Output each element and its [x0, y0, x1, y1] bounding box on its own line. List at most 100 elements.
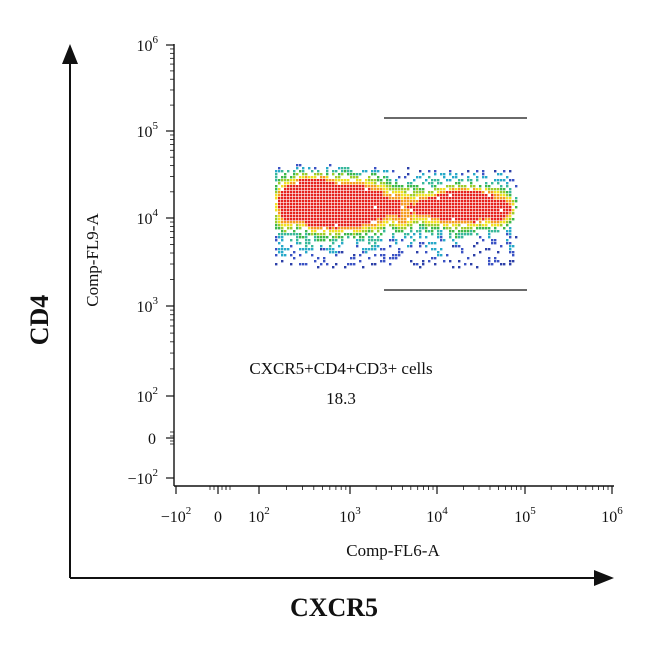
event-dot [332, 191, 335, 194]
event-dot [443, 215, 446, 218]
event-dot [452, 194, 455, 197]
event-dot [338, 233, 341, 236]
event-dot [449, 215, 452, 218]
event-dot [506, 233, 509, 236]
event-dot [356, 239, 359, 242]
event-dot [371, 239, 374, 242]
event-dot [395, 215, 398, 218]
event-dot [278, 251, 281, 254]
event-dot [464, 212, 467, 215]
event-dot [332, 179, 335, 182]
event-dot [467, 176, 470, 179]
event-dot [329, 191, 332, 194]
event-dot [356, 176, 359, 179]
event-dot [314, 185, 317, 188]
event-dot [341, 227, 344, 230]
event-dot [509, 245, 512, 248]
event-dot [344, 194, 347, 197]
event-dot [275, 263, 278, 266]
event-dot [443, 200, 446, 203]
event-dot [449, 185, 452, 188]
event-dot [326, 191, 329, 194]
event-dot [449, 209, 452, 212]
event-dot [338, 173, 341, 176]
event-dot [389, 245, 392, 248]
event-dot [344, 218, 347, 221]
event-dot [287, 248, 290, 251]
event-dot [413, 215, 416, 218]
event-dot [302, 263, 305, 266]
event-dot [389, 209, 392, 212]
event-dot [443, 194, 446, 197]
event-dot [488, 203, 491, 206]
event-dot [314, 236, 317, 239]
event-dot [473, 191, 476, 194]
event-dot [314, 239, 317, 242]
event-dot [503, 191, 506, 194]
event-dot [362, 266, 365, 269]
y-tick-label: −102 [127, 467, 158, 488]
event-dot [317, 185, 320, 188]
event-dot [509, 230, 512, 233]
event-dot [458, 224, 461, 227]
event-dot [323, 194, 326, 197]
event-dot [299, 203, 302, 206]
event-dot [314, 191, 317, 194]
event-dot [311, 227, 314, 230]
event-dot [473, 221, 476, 224]
event-dot [317, 203, 320, 206]
event-dot [485, 182, 488, 185]
event-dot [317, 239, 320, 242]
event-dot [311, 245, 314, 248]
event-dot [365, 209, 368, 212]
event-dot [467, 188, 470, 191]
event-dot [284, 209, 287, 212]
event-dot [311, 218, 314, 221]
event-dot [389, 257, 392, 260]
event-dot [407, 206, 410, 209]
event-dot [293, 251, 296, 254]
event-dot [425, 203, 428, 206]
event-dot [299, 254, 302, 257]
event-dot [302, 170, 305, 173]
event-dot [350, 191, 353, 194]
event-dot [335, 209, 338, 212]
event-dot [422, 191, 425, 194]
event-dot [335, 176, 338, 179]
event-dot [368, 194, 371, 197]
event-dot [365, 182, 368, 185]
event-dot [350, 227, 353, 230]
event-dot [374, 218, 377, 221]
event-dot [311, 176, 314, 179]
event-dot [437, 191, 440, 194]
event-dot [404, 215, 407, 218]
event-dot [398, 203, 401, 206]
event-dot [299, 182, 302, 185]
event-dot [374, 182, 377, 185]
event-dot [479, 224, 482, 227]
event-dot [341, 182, 344, 185]
event-dot [473, 194, 476, 197]
event-dot [503, 218, 506, 221]
event-dot [488, 227, 491, 230]
event-dot [308, 233, 311, 236]
event-dot [296, 188, 299, 191]
event-dot [290, 179, 293, 182]
event-dot [470, 203, 473, 206]
outer-x-axis-arrow [594, 570, 614, 586]
event-dot [341, 242, 344, 245]
event-dot [353, 185, 356, 188]
event-dot [308, 227, 311, 230]
event-dot [344, 212, 347, 215]
event-dot [485, 203, 488, 206]
event-dot [314, 221, 317, 224]
event-dot [476, 176, 479, 179]
event-dot [476, 233, 479, 236]
event-dot [296, 167, 299, 170]
event-dot [329, 251, 332, 254]
event-dot [335, 230, 338, 233]
event-dot [296, 236, 299, 239]
event-dot [314, 194, 317, 197]
event-dot [380, 227, 383, 230]
event-dot [401, 239, 404, 242]
